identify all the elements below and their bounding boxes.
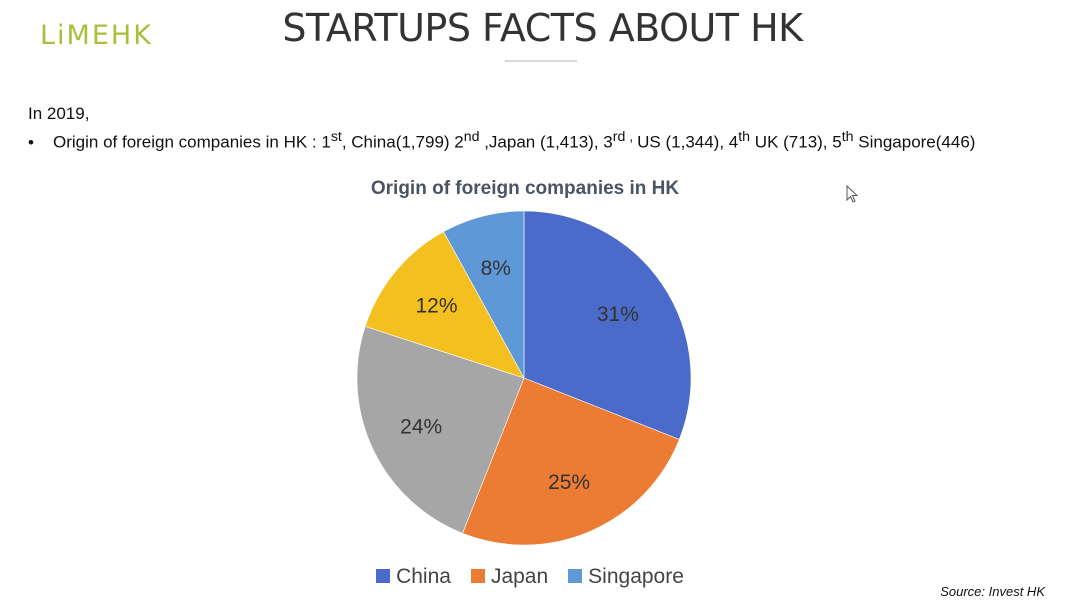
pie-slice-5	[443, 210, 525, 379]
rank-5-text: Singapore(446)	[853, 132, 976, 152]
rank-2-suffix: nd	[463, 129, 480, 145]
source-note: Source: Invest HK	[940, 584, 1045, 599]
rank-1-text: , China(1,799) 2	[341, 132, 464, 152]
rank-1-suffix: st	[330, 129, 342, 145]
bullet-lead: Origin of foreign companies in HK : 1	[53, 132, 331, 152]
legend-swatch	[568, 569, 583, 583]
pie-slice-3	[356, 326, 525, 534]
pie-slice-label-2: 25%	[548, 471, 590, 494]
pie-slice-label-5: 8%	[481, 257, 511, 280]
rank-2-text: ,Japan (1,413), 3	[479, 132, 613, 152]
pie-slice-label-1: 31%	[597, 303, 639, 326]
pie-slice-2	[462, 377, 680, 546]
pie-slice-1	[523, 210, 692, 440]
legend-label: Japan	[490, 565, 549, 588]
legend-item-singapore: Singapore	[568, 565, 684, 589]
title-divider	[505, 60, 577, 62]
brand-logo: LiMEHK	[40, 20, 153, 51]
legend-swatch	[376, 569, 391, 583]
rank-3-text: US (1,344), 4	[637, 132, 739, 152]
rank-4-text: UK (713), 5	[750, 132, 842, 152]
chart-legend: China Japan Singapore	[0, 565, 1060, 589]
mouse-cursor-icon	[846, 185, 859, 203]
legend-item-japan: Japan	[470, 565, 549, 589]
legend-swatch	[470, 569, 485, 583]
legend-item-china: China	[376, 565, 451, 589]
pie-slice-4	[364, 231, 525, 379]
legend-label: China	[396, 565, 451, 588]
rank-4-suffix: th	[738, 129, 751, 145]
bullet-marker: •	[28, 132, 34, 152]
chart-title: Origin of foreign companies in HK	[370, 178, 680, 199]
legend-label: Singapore	[588, 565, 684, 588]
page-title: STARTUPS FACTS ABOUT HK	[282, 6, 803, 50]
intro-text: In 2019,	[28, 104, 90, 123]
bullet-item: • Origin of foreign companies in HK : 1st…	[28, 129, 975, 153]
pie-slice-label-4: 12%	[415, 295, 457, 318]
rank-3-suffix: rd ,	[612, 129, 638, 145]
rank-5-suffix: th	[841, 129, 854, 145]
pie-slice-label-3: 24%	[400, 415, 442, 438]
